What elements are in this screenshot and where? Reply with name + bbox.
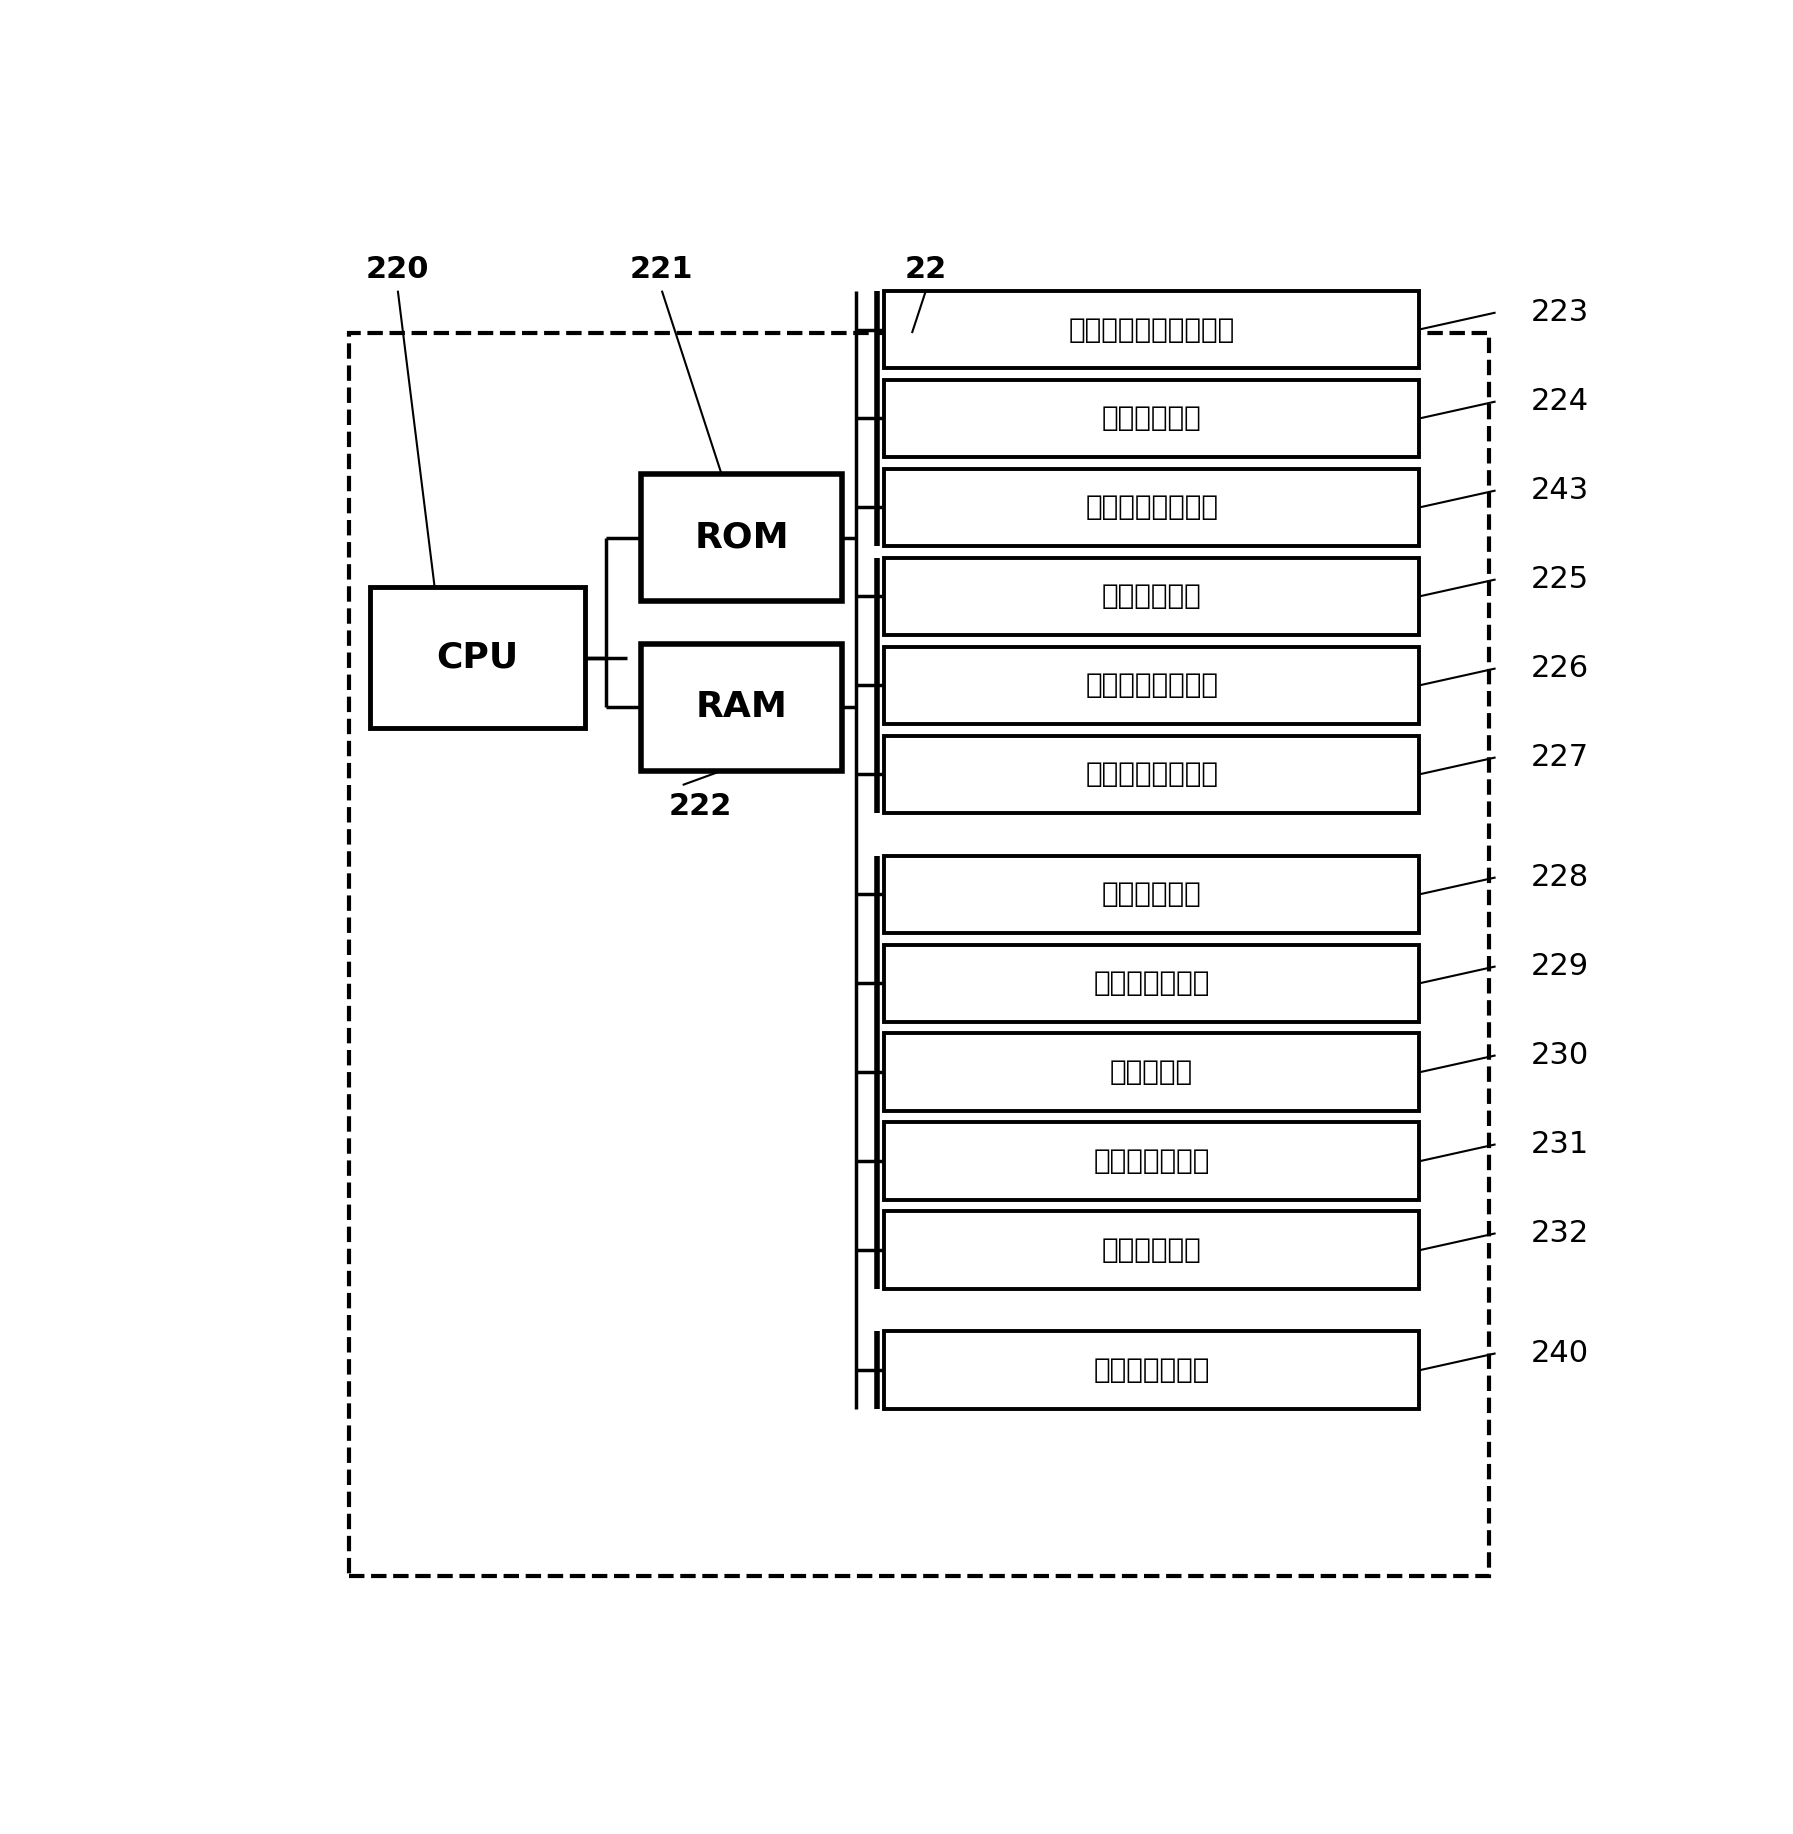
- Bar: [884, 735, 1420, 812]
- Text: 显示数据生成单元: 显示数据生成单元: [1085, 493, 1217, 521]
- Bar: [884, 855, 1420, 934]
- Text: 224: 224: [1531, 387, 1589, 416]
- Text: 230: 230: [1531, 1042, 1589, 1069]
- Text: 229: 229: [1531, 952, 1589, 981]
- Text: ROM: ROM: [694, 521, 789, 556]
- Text: 232: 232: [1531, 1220, 1589, 1247]
- Text: 曲线图显示单元: 曲线图显示单元: [1094, 970, 1210, 998]
- Text: 221: 221: [629, 255, 694, 284]
- Bar: [884, 470, 1420, 547]
- Text: 240: 240: [1531, 1339, 1589, 1368]
- Text: CPU: CPU: [437, 640, 518, 675]
- Bar: [642, 644, 843, 770]
- Text: 231: 231: [1531, 1130, 1589, 1159]
- Text: 显示控制单元: 显示控制单元: [1101, 405, 1201, 433]
- Bar: [884, 1212, 1420, 1289]
- Text: 226: 226: [1531, 655, 1589, 682]
- Text: 波形数据生成单元: 波形数据生成单元: [1085, 761, 1217, 789]
- Bar: [884, 1034, 1420, 1111]
- Text: RAM: RAM: [696, 690, 787, 724]
- Bar: [884, 380, 1420, 457]
- Bar: [884, 558, 1420, 635]
- Text: 评价値计算单元: 评价値计算单元: [1094, 1357, 1210, 1385]
- Text: 228: 228: [1531, 864, 1589, 891]
- Text: 223: 223: [1531, 299, 1589, 326]
- Bar: [350, 334, 1488, 1575]
- Text: 关联数据提取单元: 关联数据提取单元: [1085, 671, 1217, 699]
- Text: 243: 243: [1531, 477, 1589, 504]
- Text: 227: 227: [1531, 743, 1589, 772]
- Text: 220: 220: [366, 255, 430, 284]
- Text: 提取控制单元: 提取控制单元: [1101, 583, 1201, 611]
- Bar: [884, 945, 1420, 1022]
- Bar: [884, 290, 1420, 369]
- Bar: [884, 1122, 1420, 1199]
- Text: 输入输出数据测量单元: 输入输出数据测量单元: [1069, 315, 1235, 343]
- Text: 22: 22: [905, 255, 947, 284]
- Text: 222: 222: [669, 792, 732, 822]
- Text: 点选择单元: 点选择单元: [1110, 1058, 1192, 1086]
- Bar: [884, 1331, 1420, 1409]
- Text: 225: 225: [1531, 565, 1589, 594]
- Bar: [369, 587, 586, 728]
- Text: 标记显示单元: 标记显示单元: [1101, 1236, 1201, 1264]
- Text: 区域切出单元: 区域切出单元: [1101, 880, 1201, 908]
- Bar: [642, 475, 843, 602]
- Bar: [884, 647, 1420, 724]
- Text: 点坐标读取单元: 点坐标读取单元: [1094, 1148, 1210, 1176]
